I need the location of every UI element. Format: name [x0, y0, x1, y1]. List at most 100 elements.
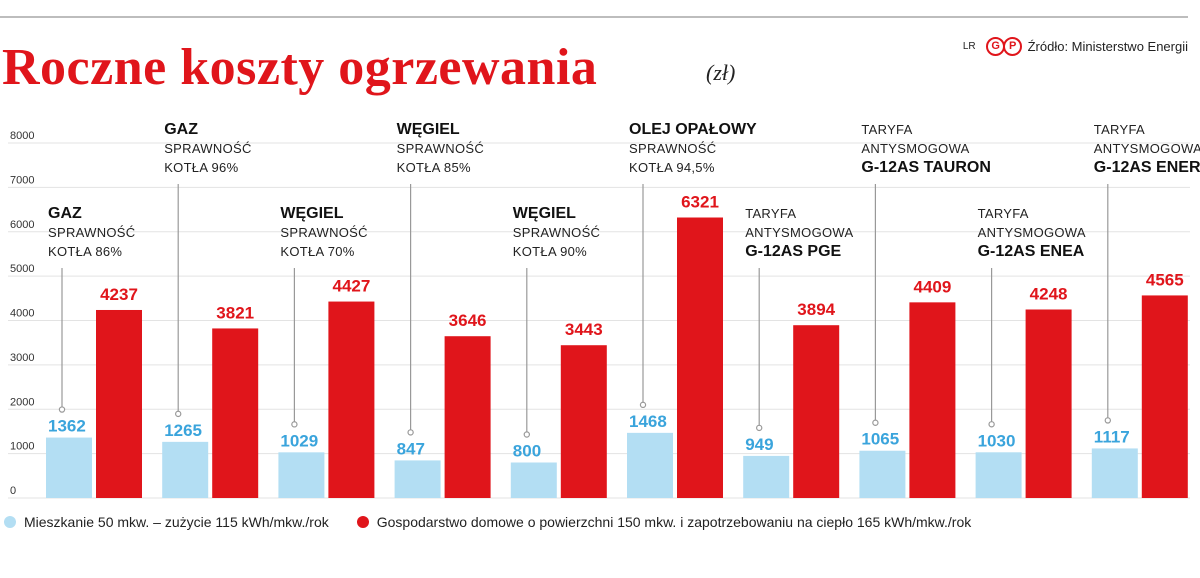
category-label-line: KOTŁA 86%: [48, 244, 122, 259]
connector-dot-icon: [639, 401, 647, 409]
bar-flat: [627, 432, 673, 498]
category-label-line: GAZ: [48, 205, 82, 222]
chart-title: Roczne koszty ogrzewania: [2, 39, 598, 96]
connector-dot-icon: [756, 424, 763, 432]
unit-label: (zł): [706, 60, 736, 85]
category-label-line: ANTYSMOGOWA: [1094, 141, 1200, 156]
value-label-house: 4237: [100, 285, 138, 304]
source-lr: LR: [962, 40, 976, 52]
bar-house: [793, 325, 840, 498]
category-label-line: WĘGIEL: [397, 121, 460, 138]
category-label-line: G-12AS ENEA: [978, 243, 1085, 260]
bar-house: [677, 217, 723, 499]
category-label-line: SPRAWNOŚĆ: [397, 141, 484, 156]
bar-house: [328, 301, 375, 498]
bar-house: [1141, 295, 1188, 498]
connector-dot-icon: [174, 410, 182, 418]
category-label-line: KOTŁA 85%: [397, 160, 471, 175]
category-label-line: TARYFA: [861, 122, 912, 137]
legend-dot-house-icon: [356, 516, 369, 528]
bar-flat: [46, 437, 92, 498]
bar-flat: [975, 452, 1022, 498]
legend-dot-flat-icon: [4, 516, 16, 528]
connector-dot-icon: [58, 406, 66, 413]
bar-flat: [510, 462, 557, 498]
value-label-flat: 1468: [629, 412, 667, 431]
category-label-line: ANTYSMOGOWA: [861, 141, 969, 156]
bar-flat: [1091, 448, 1138, 498]
value-label-house: 6321: [681, 193, 719, 212]
legend-label-flat: Mieszkanie 50 mkw. – zużycie 115 kWh/mkw…: [24, 514, 329, 530]
category-label-line: TARYFA: [745, 206, 796, 221]
y-tick-label: 4000: [10, 308, 34, 320]
category-label-line: TARYFA: [978, 206, 1029, 221]
connector-dot-icon: [988, 421, 995, 428]
value-label-flat: 1029: [280, 431, 318, 450]
category-label-line: ANTYSMOGOWA: [745, 225, 853, 240]
legend-item-flat: Mieszkanie 50 mkw. – zużycie 115 kWh/mkw…: [4, 514, 329, 530]
value-label-flat: 949: [745, 435, 773, 454]
category-label-line: KOTŁA 96%: [164, 160, 238, 175]
y-tick-label: 3000: [10, 352, 34, 364]
value-label-house: 4427: [332, 277, 370, 296]
bar-house: [212, 328, 259, 498]
category-label-line: WĘGIEL: [280, 205, 343, 222]
category-label-line: KOTŁA 90%: [513, 244, 587, 259]
legend-item-house: Gospodarstwo domowe o powierzchni 150 mk…: [356, 514, 972, 530]
connector-dot-icon: [872, 419, 879, 426]
bar-flat: [743, 455, 790, 498]
category-label-line: SPRAWNOŚĆ: [280, 225, 367, 240]
bar-flat: [278, 452, 325, 498]
bar-house: [1025, 309, 1072, 498]
value-label-house: 3646: [449, 311, 487, 330]
connector-dot-icon: [407, 429, 414, 436]
y-tick-label: 5000: [10, 263, 34, 275]
connector-dot-icon: [1104, 417, 1112, 424]
top-rule: [0, 16, 1188, 18]
category-label-line: SPRAWNOŚĆ: [48, 225, 135, 240]
category-label-line: KOTŁA 94,5%: [629, 160, 715, 175]
category-label-line: OLEJ OPAŁOWY: [629, 121, 757, 138]
bar-chart: 0 1000 2000 3000 4000 5000 6000 7000 8000 1362 42…: [8, 121, 1200, 499]
value-label-house: 4565: [1146, 270, 1184, 289]
category-label-line: KOTŁA 70%: [280, 244, 354, 259]
y-tick-label: 0: [10, 485, 16, 497]
label-layer: 1362 4237 GAZ SPRAWNOŚĆ KOTŁA 86% 1265 3821 GAZ…: [48, 121, 1200, 461]
legend-label-house: Gospodarstwo domowe o powierzchni 150 mk…: [376, 514, 972, 530]
bar-house: [909, 302, 956, 498]
y-tick-label: 8000: [10, 130, 34, 142]
category-label-line: WĘGIEL: [513, 205, 576, 222]
value-label-flat: 800: [513, 442, 541, 461]
category-label-line: SPRAWNOŚĆ: [513, 225, 600, 240]
connector-dot-icon: [291, 421, 298, 428]
y-tick-label: 7000: [10, 174, 34, 186]
connector-dot-icon: [523, 431, 531, 438]
value-label-flat: 1030: [978, 431, 1016, 450]
y-tick-label: 6000: [10, 219, 34, 231]
value-label-house: 4409: [913, 277, 951, 296]
category-label-line: TARYFA: [1094, 122, 1145, 137]
bar-flat: [162, 441, 209, 498]
value-label-flat: 1362: [48, 417, 86, 436]
value-label-flat: 847: [397, 439, 425, 458]
value-label-flat: 1265: [164, 421, 202, 440]
y-tick-label: 1000: [10, 441, 34, 453]
source-text: Źródło: Ministerstwo Energii: [1027, 38, 1188, 54]
value-label-house: 3443: [565, 320, 603, 339]
bar-house: [96, 309, 142, 498]
bar-flat: [859, 450, 906, 498]
value-label-house: 4248: [1030, 284, 1068, 303]
bar-house: [560, 345, 607, 498]
category-label-line: G-12AS ENERGA: [1094, 159, 1200, 176]
connector-layer: [58, 184, 1112, 438]
y-tick-label: 2000: [10, 396, 34, 408]
category-label-line: ANTYSMOGOWA: [978, 225, 1086, 240]
bar-house: [444, 336, 491, 498]
bar-flat: [394, 460, 441, 498]
category-label-line: G-12AS PGE: [745, 243, 841, 260]
legend: Mieszkanie 50 mkw. – zużycie 115 kWh/mkw…: [4, 514, 1196, 530]
category-label-line: SPRAWNOŚĆ: [164, 141, 251, 156]
value-label-flat: 1117: [1094, 427, 1130, 446]
